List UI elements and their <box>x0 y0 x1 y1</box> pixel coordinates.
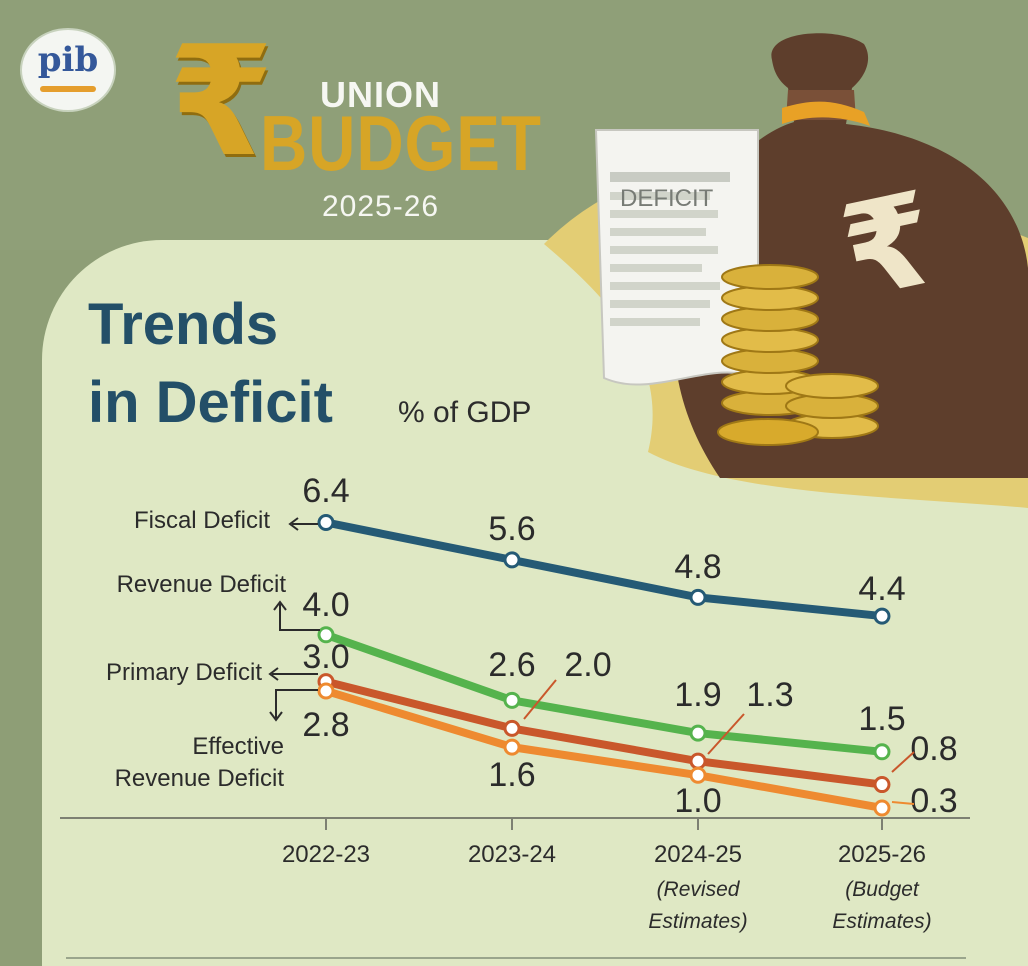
data-point <box>317 513 335 531</box>
chart-unit: % of GDP <box>398 396 532 429</box>
legend-pointer <box>268 667 318 681</box>
data-label: 1.5 <box>858 700 905 738</box>
data-point <box>689 766 707 784</box>
data-label: 5.6 <box>488 510 535 548</box>
deficit-illustration: ₹ DEFICIT <box>544 33 1028 508</box>
data-label: 4.0 <box>302 586 349 624</box>
leader-line <box>707 713 745 755</box>
chart-title-line-1: Trends <box>88 292 279 357</box>
rupee-symbol: ₹ <box>168 13 274 190</box>
data-label: 2.6 <box>488 646 535 684</box>
data-point <box>873 799 891 817</box>
data-label: 3.0 <box>302 638 349 676</box>
data-label: 1.6 <box>488 756 535 794</box>
data-label: 0.8 <box>910 730 957 768</box>
x-tick-label: 2024-25 <box>654 841 742 868</box>
pib-logo-accent <box>40 86 96 92</box>
data-point <box>873 776 891 794</box>
data-point <box>689 752 707 770</box>
coin <box>717 418 819 446</box>
x-tick-note: (Budget <box>845 878 920 901</box>
leader-line <box>891 801 915 805</box>
series-line <box>322 677 886 789</box>
paper-line <box>610 300 710 308</box>
legend-label: Fiscal Deficit <box>134 507 270 534</box>
data-point <box>503 551 521 569</box>
paper-line <box>610 210 718 218</box>
legend-label: Revenue Deficit <box>115 765 285 792</box>
x-tick-label: 2025-26 <box>838 841 926 868</box>
pib-logo-text: pib <box>37 40 99 80</box>
data-point <box>503 691 521 709</box>
paper-line <box>610 228 706 236</box>
money-bag-ribbon <box>782 101 870 126</box>
data-label: 1.9 <box>674 676 721 714</box>
x-tick-note: Estimates) <box>648 910 747 933</box>
paper-line <box>610 192 710 200</box>
series-line <box>322 630 886 756</box>
leader-line <box>523 679 557 720</box>
data-point <box>689 588 707 606</box>
data-label: 2.0 <box>564 646 611 684</box>
legend-pointer <box>273 600 320 631</box>
data-label: 2.8 <box>302 706 349 744</box>
data-point <box>873 743 891 761</box>
legend-pointer <box>288 517 318 531</box>
data-label: 1.0 <box>674 782 721 820</box>
data-point <box>317 682 335 700</box>
paper-line <box>610 282 720 290</box>
legend-label: Primary Deficit <box>106 659 262 686</box>
data-point <box>503 719 521 737</box>
data-label: 0.3 <box>910 782 957 820</box>
pib-logo: pib <box>20 28 116 112</box>
data-point <box>873 607 891 625</box>
data-label: 4.4 <box>858 570 905 608</box>
chart-title-line-2: in Deficit <box>88 370 333 435</box>
paper-line <box>610 318 700 326</box>
x-tick-label: 2023-24 <box>468 841 556 868</box>
union-label: UNION <box>320 74 441 115</box>
series-line <box>322 518 886 621</box>
x-tick-note: Estimates) <box>832 910 931 933</box>
legend-pointer <box>269 689 318 722</box>
x-tick-note: (Revised <box>657 878 741 901</box>
legend-label: Effective <box>192 733 284 760</box>
paper-label: DEFICIT <box>620 185 714 212</box>
data-point <box>689 724 707 742</box>
paper-line <box>610 246 718 254</box>
data-point <box>503 738 521 756</box>
data-label: 6.4 <box>302 472 349 510</box>
paper-line <box>610 172 730 182</box>
data-label: 4.8 <box>674 548 721 586</box>
x-tick-label: 2022-23 <box>282 841 370 868</box>
coin <box>721 264 819 290</box>
budget-label: BUDGET <box>260 99 542 187</box>
legend-label: Revenue Deficit <box>117 571 287 598</box>
paper-line <box>610 264 702 272</box>
leader-line <box>891 751 915 773</box>
coin <box>785 373 879 399</box>
data-label: 1.3 <box>746 676 793 714</box>
data-point <box>317 626 335 644</box>
budget-year: 2025-26 <box>322 190 440 223</box>
series-line <box>322 686 886 812</box>
